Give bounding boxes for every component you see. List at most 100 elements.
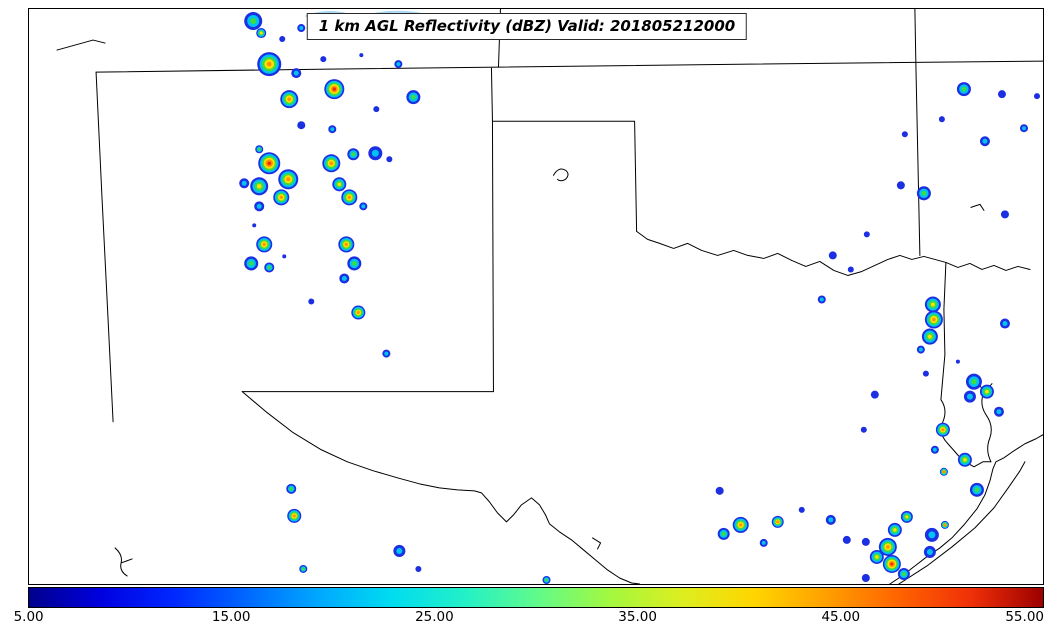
radar-echo	[359, 53, 364, 58]
colorbar	[28, 587, 1044, 608]
radar-echo	[301, 567, 305, 571]
radar-echo	[842, 535, 851, 544]
radar-echo	[252, 223, 257, 228]
radar-echo	[875, 555, 879, 559]
radar-echo	[922, 370, 929, 377]
radar-echo	[250, 18, 257, 25]
radar-echo	[932, 317, 936, 322]
colorbar-tick-label: 25.00	[415, 609, 454, 625]
radar-echo	[256, 184, 262, 189]
radar-echo	[257, 147, 261, 151]
radar-echo	[293, 70, 299, 76]
radar-echo	[971, 378, 977, 385]
radar-echo	[974, 487, 980, 493]
radar-echo	[415, 565, 422, 572]
radar-echo	[241, 180, 247, 186]
radar-echo	[905, 515, 909, 519]
radar-echo	[943, 523, 947, 527]
radar-echo	[901, 131, 908, 138]
radar-echo	[860, 426, 867, 433]
radar-echo	[938, 116, 945, 123]
radar-echo	[297, 121, 306, 130]
radar-echo	[918, 347, 923, 352]
radar-echo	[299, 26, 304, 31]
radar-echo	[282, 254, 287, 259]
radar-echo	[926, 548, 933, 555]
radar-echo	[267, 161, 272, 166]
radar-echo	[930, 302, 935, 307]
radar-echo	[289, 487, 293, 491]
radar-echo	[1000, 210, 1009, 219]
radar-echo	[341, 275, 347, 281]
radar-echo	[861, 537, 870, 546]
radar-echo	[901, 571, 906, 576]
radar-echo	[292, 514, 296, 518]
radar-echo	[248, 261, 254, 266]
radar-echo	[329, 161, 334, 166]
radar-echo	[985, 389, 989, 394]
radar-echo	[942, 470, 946, 474]
radar-echo	[861, 573, 870, 582]
radar-echo	[928, 531, 936, 539]
radar-echo	[384, 351, 389, 356]
radar-echo	[828, 517, 834, 523]
radar-echoes	[239, 12, 1040, 584]
rio-grande	[241, 391, 641, 584]
barrier-islands	[898, 461, 1026, 584]
radar-echo	[997, 90, 1006, 99]
radar-echo	[361, 204, 366, 209]
radar-echo	[1021, 126, 1026, 131]
radar-echo	[893, 528, 897, 532]
radar-echo	[1033, 93, 1040, 100]
colorbar-tick-label: 15.00	[211, 609, 251, 625]
state-borders	[56, 9, 1043, 584]
radar-echo	[279, 195, 283, 199]
radar-echo	[330, 127, 335, 132]
radar-echo	[337, 182, 342, 187]
radar-echo	[961, 86, 967, 92]
radar-echo	[886, 545, 890, 549]
border-nm-tx-panhandle	[490, 67, 638, 393]
radar-echo	[941, 428, 945, 432]
radar-echo	[847, 266, 854, 273]
radar-echo	[963, 457, 967, 462]
border-37n	[95, 60, 1043, 73]
radar-echo	[411, 94, 416, 100]
map-frame	[28, 8, 1044, 585]
radar-echo	[921, 191, 927, 196]
radar-echo	[371, 149, 379, 157]
border-az-nm	[95, 71, 114, 423]
minor-rivers	[56, 39, 985, 577]
red-river	[636, 230, 1031, 276]
radar-echo	[761, 540, 766, 545]
radar-echo	[955, 359, 960, 364]
radar-echo	[332, 87, 337, 91]
radar-echo	[776, 520, 780, 524]
radar-echo	[279, 36, 286, 43]
border-ks-mo-ar	[914, 9, 921, 256]
radar-echo	[347, 195, 351, 199]
radar-echo	[890, 562, 894, 566]
radar-echo	[286, 177, 291, 182]
radar-echo	[396, 62, 401, 67]
radar-echo	[932, 447, 937, 452]
border-tx-la	[940, 261, 992, 468]
radar-echo	[819, 297, 824, 302]
radar-echo	[308, 298, 315, 305]
radar-echo	[896, 181, 905, 190]
radar-echo	[344, 242, 348, 247]
radar-echo	[966, 393, 973, 400]
radar-echo	[351, 152, 356, 157]
radar-echo	[396, 547, 403, 554]
radar-echo	[863, 231, 870, 238]
radar-echo	[262, 242, 266, 247]
radar-echo	[352, 261, 357, 266]
radar-echo	[996, 409, 1002, 415]
radar-echo	[739, 523, 743, 527]
radar-echo	[927, 334, 932, 339]
radar-echo	[373, 106, 380, 113]
radar-echo	[256, 203, 262, 209]
colorbar-tick-labels: 5.00 15.00 25.00 35.00 45.00 55.00	[14, 609, 1044, 629]
radar-echo	[287, 97, 292, 101]
